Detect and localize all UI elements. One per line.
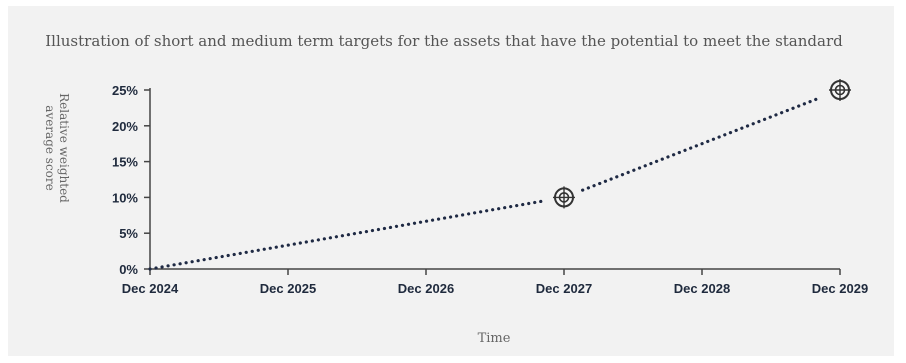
y-axis-label-line-1: Relative weighted xyxy=(57,93,71,203)
x-axis-label: Time xyxy=(478,331,511,346)
series xyxy=(148,95,823,271)
x-tick-label: Dec 2029 xyxy=(812,281,868,296)
x-tick-label: Dec 2028 xyxy=(674,281,730,296)
y-ticks: 0% 5% 10% 15% 20% 25% xyxy=(112,83,150,277)
chart-panel: Illustration of short and medium term ta… xyxy=(8,6,894,356)
target-markers xyxy=(553,79,851,209)
series-line-segment xyxy=(581,95,823,192)
chart-svg: Illustration of short and medium term ta… xyxy=(43,32,868,346)
y-tick-label: 25% xyxy=(112,83,138,98)
crosshair-target-icon xyxy=(553,186,575,209)
y-tick-label: 20% xyxy=(112,119,138,134)
series-line-segment xyxy=(148,199,546,271)
y-tick-label: 0% xyxy=(119,262,138,277)
x-tick-label: Dec 2025 xyxy=(260,281,316,296)
axes xyxy=(149,88,840,270)
x-tick-label: Dec 2027 xyxy=(536,281,592,296)
y-tick-label: 10% xyxy=(112,190,138,205)
x-tick-label: Dec 2024 xyxy=(122,281,179,296)
crosshair-target-icon xyxy=(829,79,851,101)
x-tick-label: Dec 2026 xyxy=(398,281,454,296)
y-tick-label: 5% xyxy=(119,226,138,241)
chart-title: Illustration of short and medium term ta… xyxy=(45,32,843,50)
y-tick-label: 15% xyxy=(112,155,138,170)
y-axis-label-line-2: average score xyxy=(43,105,57,190)
x-ticks: Dec 2024 Dec 2025 Dec 2026 Dec 2027 Dec 2028… xyxy=(122,269,868,296)
